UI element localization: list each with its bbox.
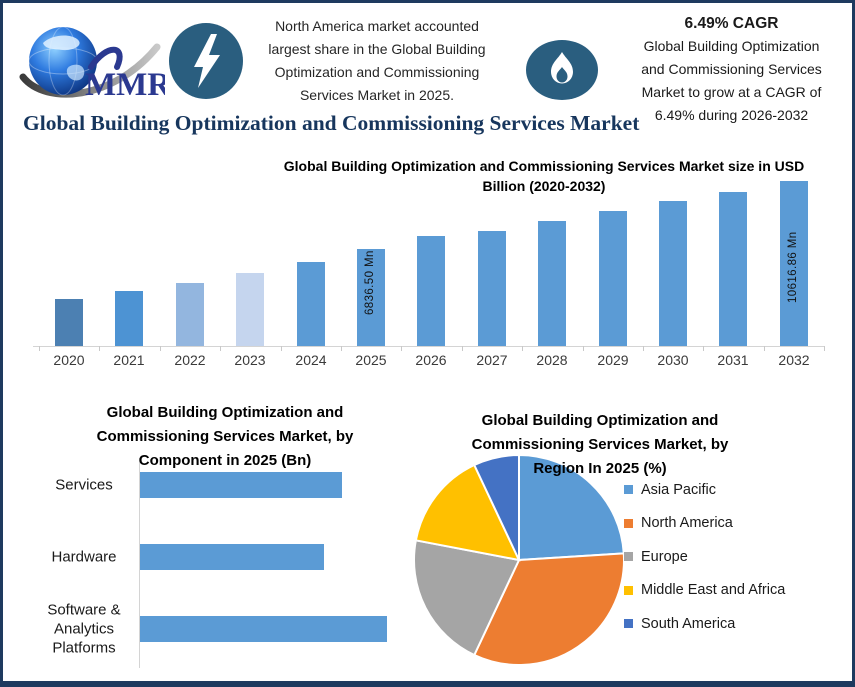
x-axis-label-2025: 2025 xyxy=(355,352,387,368)
cagr-text: Global Building Optimization and Commiss… xyxy=(641,38,822,123)
x-axis-label-2020: 2020 xyxy=(53,352,85,368)
lightning-bolt-icon xyxy=(169,23,243,99)
x-axis-label-2029: 2029 xyxy=(597,352,629,368)
region-legend: Asia Pacific North America Europe Middle Ea… xyxy=(624,473,785,641)
pie-slice-middle-east-and-africa xyxy=(414,463,521,562)
x-axis-tick xyxy=(462,346,463,351)
north-america-note: North America market accounted largest s… xyxy=(268,18,486,103)
component-bar-0 xyxy=(140,472,342,498)
annual-chart-x-axis xyxy=(33,346,825,347)
x-axis-label-2031: 2031 xyxy=(717,352,749,368)
x-axis-tick xyxy=(522,346,523,351)
x-axis-tick xyxy=(39,346,40,351)
x-axis-label-2021: 2021 xyxy=(113,352,145,368)
component-bar-1 xyxy=(140,544,324,570)
x-axis-tick xyxy=(583,346,584,351)
cagr-note: 6.49% CAGR Global Building Optimization … xyxy=(609,13,852,127)
x-axis-label-2030: 2030 xyxy=(657,352,689,368)
x-axis-tick xyxy=(764,346,765,351)
pie-slice-asia-pacific xyxy=(518,453,625,562)
mmr-logo: MMR xyxy=(19,26,165,103)
legend-label: Asia Pacific xyxy=(641,481,716,498)
legend-label: South America xyxy=(641,615,736,632)
logo-swoosh xyxy=(19,43,161,98)
page-title: Global Building Optimization and Commiss… xyxy=(23,111,640,135)
svg-text:MMR: MMR xyxy=(85,67,165,103)
x-axis-label-2024: 2024 xyxy=(295,352,327,368)
component-chart-y-axis xyxy=(139,458,140,668)
legend-label: Europe xyxy=(641,548,688,565)
component-label-0: Services xyxy=(55,476,113,493)
bar-2025 xyxy=(357,249,385,346)
pie-slice-europe xyxy=(413,539,521,657)
x-axis-label-2028: 2028 xyxy=(536,352,568,368)
data-label-2025: 6836.50 Mn xyxy=(364,250,376,315)
bar-2020 xyxy=(55,299,83,346)
component-label-1: Hardware xyxy=(51,548,117,566)
bar-2029 xyxy=(599,211,627,346)
legend-item-europe: Europe xyxy=(624,540,785,574)
x-axis-label-2022: 2022 xyxy=(174,352,206,368)
pie-slice-south-america xyxy=(472,453,520,561)
bar-2023 xyxy=(236,273,264,346)
x-axis-tick xyxy=(281,346,282,351)
component-bar-2 xyxy=(140,616,387,642)
x-axis-tick xyxy=(643,346,644,351)
x-axis-tick xyxy=(99,346,100,351)
legend-swatch-icon xyxy=(624,518,633,528)
x-axis-label-2027: 2027 xyxy=(476,352,508,368)
bar-2028 xyxy=(538,221,566,346)
x-axis-tick xyxy=(341,346,342,351)
legend-item-north-america: North America xyxy=(624,507,785,541)
bar-2031 xyxy=(719,192,747,346)
x-axis-tick xyxy=(703,346,704,351)
bar-2027 xyxy=(478,231,506,346)
legend-swatch-icon xyxy=(624,552,633,562)
legend-label: Middle East and Africa xyxy=(641,582,786,599)
x-axis-label-2032: 2032 xyxy=(778,352,810,368)
legend-item-middle-east-and-africa: Middle East and Africa xyxy=(624,574,785,608)
cagr-value: 6.49% CAGR xyxy=(684,15,779,32)
annual-chart-title: Global Building Optimization and Commiss… xyxy=(283,158,805,194)
bar-2026 xyxy=(417,236,445,346)
legend-swatch-icon xyxy=(624,619,633,629)
legend-item-south-america: South America xyxy=(624,607,785,641)
data-label-2032: 10616.86 Mn xyxy=(787,231,799,303)
legend-label: North America xyxy=(641,515,733,532)
component-chart-title: Global Building Optimization and Commiss… xyxy=(96,404,354,469)
bar-2024 xyxy=(297,262,325,346)
component-label-2: Software & Analytics Platforms xyxy=(47,601,121,657)
x-axis-tick xyxy=(824,346,825,351)
region-chart-title: Global Building Optimization and Commiss… xyxy=(471,412,729,477)
x-axis-tick xyxy=(401,346,402,351)
legend-swatch-icon xyxy=(624,585,633,595)
bar-2032 xyxy=(780,181,808,346)
bar-2030 xyxy=(659,201,687,346)
bar-2021 xyxy=(115,291,143,346)
legend-item-asia-pacific: Asia Pacific xyxy=(624,473,785,507)
x-axis-tick xyxy=(220,346,221,351)
x-axis-label-2023: 2023 xyxy=(234,352,266,368)
x-axis-label-2026: 2026 xyxy=(415,352,447,368)
flame-icon xyxy=(526,40,598,100)
x-axis-tick xyxy=(160,346,161,351)
legend-swatch-icon xyxy=(624,485,633,495)
pie-slice-north-america xyxy=(472,552,625,666)
region-pie-chart xyxy=(413,453,625,666)
bar-2022 xyxy=(176,283,204,346)
